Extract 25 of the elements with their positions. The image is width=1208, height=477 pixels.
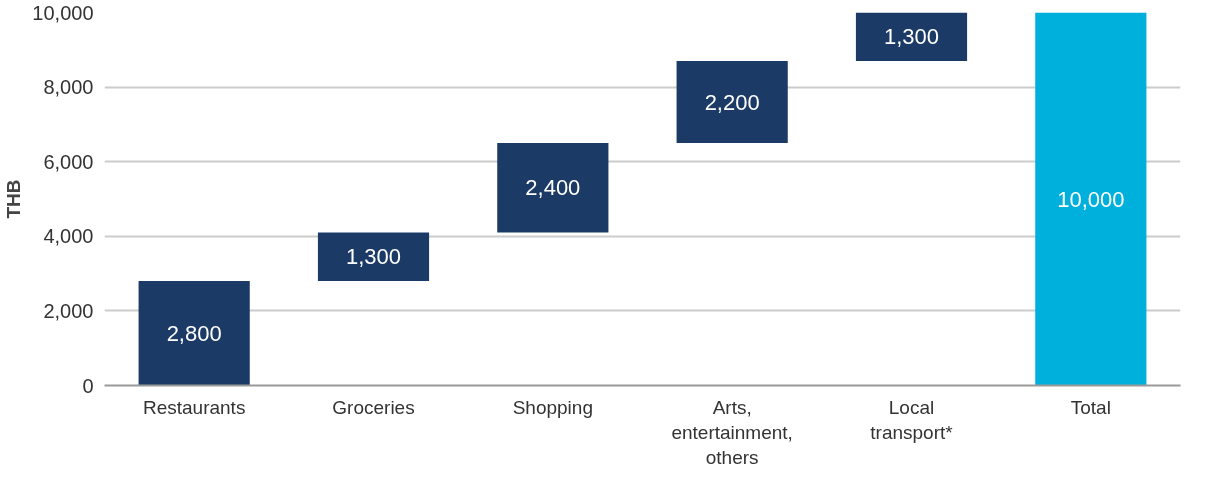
y-axis-title: THB [3, 179, 25, 219]
y-tick-label: 6,000 [43, 150, 94, 173]
data-label: 2,400 [525, 175, 581, 201]
y-tick-label: 8,000 [43, 76, 94, 99]
bar [138, 281, 250, 386]
data-label: 10,000 [1057, 186, 1125, 212]
data-label: 2,800 [166, 320, 222, 346]
y-tick-label: 2,000 [43, 299, 94, 322]
data-label: 2,200 [704, 89, 760, 115]
y-tick-label: 10,000 [32, 1, 94, 24]
x-tick-label: Restaurants [142, 396, 246, 418]
bar [317, 232, 430, 282]
y-tick-label: 0 [82, 374, 94, 397]
bar [676, 60, 788, 144]
data-label: 1,300 [345, 244, 402, 270]
x-tick-label: Shopping [512, 396, 593, 418]
bar [855, 12, 968, 61]
x-tick-label: Total [1070, 396, 1111, 418]
x-tick-label: Groceries [332, 396, 415, 418]
x-tick-label: Arts, entertainment, others [671, 396, 793, 468]
x-tick-label: Local transport* [870, 396, 954, 443]
bar [1035, 12, 1147, 386]
bar [497, 143, 609, 233]
y-tick-label: 4,000 [43, 225, 94, 248]
data-label: 1,300 [883, 24, 940, 50]
